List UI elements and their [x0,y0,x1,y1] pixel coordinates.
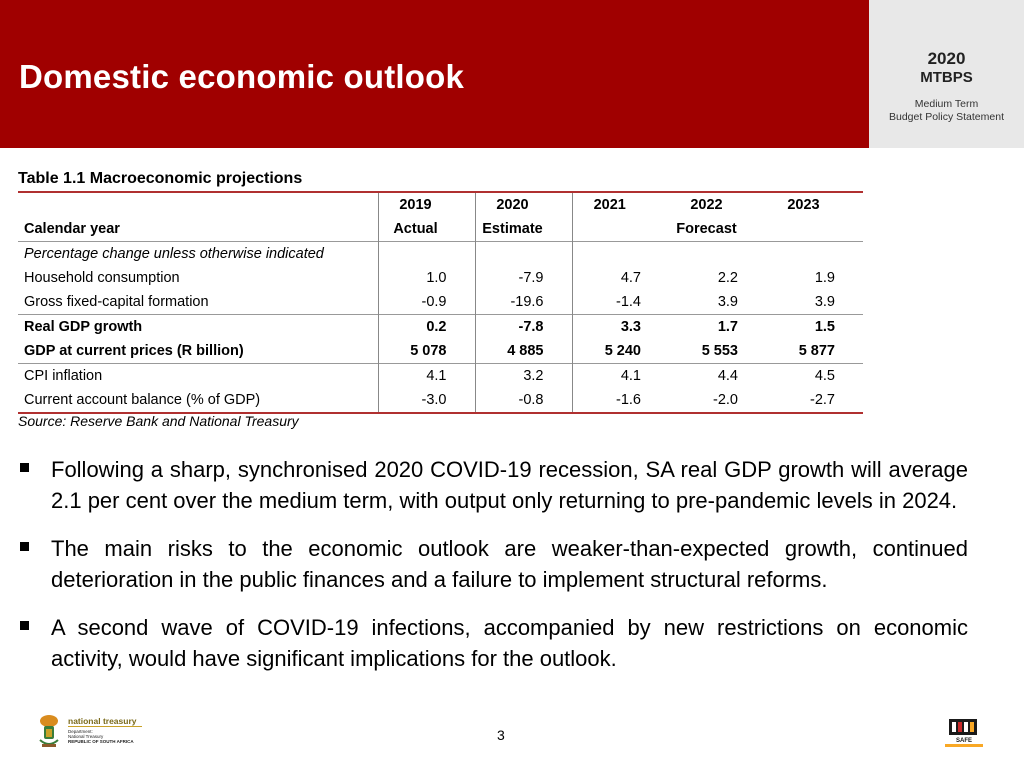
cell-value: 4.7 [620,270,641,287]
cell-value: 1.0 [378,266,476,291]
cell-value: 1.5 [766,314,863,340]
table-row: Household consumption 1.0 -7.9 4.7 2.2 1… [18,266,863,291]
cell-value: -3.0 [378,388,476,415]
actual-label: Actual [378,217,476,242]
header-row-types: Calendar year Actual Estimate Forecast [18,217,863,242]
header-cell-empty [18,191,379,217]
year-2019: 2019 [378,191,476,217]
badge-year: 2020 [927,49,966,68]
cell-value: 4.5 [766,363,863,389]
table-source: Source: Reserve Bank and National Treasu… [18,413,299,429]
logo-line2: National Treasury [68,734,104,739]
table-row: Gross fixed-capital formation -0.9 -19.6… [18,290,863,315]
row-label: Real GDP growth [18,314,379,340]
table-row: GDP at current prices (R billion) 5 078 … [18,339,863,364]
cell-value: -1.4 [616,294,641,311]
mtbps-badge: 2020 MTBPS Medium Term Budget Policy Sta… [869,0,1024,148]
cell-value: 3.9 [717,294,738,311]
cell-value: 5 240 [604,343,641,360]
cell-value: -0.9 [378,290,476,315]
cell-value: 5 553 [701,343,738,360]
bullet-item: A second wave of COVID-19 infections, ac… [18,612,968,674]
national-treasury-logo: national treasury Department: National T… [39,715,142,747]
stay-safe-icon [945,719,983,747]
header-cell-empty [572,217,669,242]
calendar-year-label: Calendar year [18,217,379,242]
header-row-years: 2019 2020 2021 2022 2023 [18,191,863,217]
bullet-square-icon [20,621,29,630]
stay-safe-label: SAFE [956,738,972,744]
cell-value: 1.9 [814,270,835,287]
logo-line1: Department: [68,729,93,734]
logo-line3: REPUBLIC OF SOUTH AFRICA [68,739,134,744]
cell-value: 4.1 [572,363,669,389]
badge-subtitle-line1: Medium Term [914,98,979,110]
cell-value: 0.2 [378,314,476,340]
cell-value: 5 078 [378,339,476,364]
cell-value: 3.3 [572,314,669,340]
bullet-text: The main risks to the economic outlook a… [51,536,968,592]
note-row: Percentage change unless otherwise indic… [18,241,863,266]
cell-value: -1.6 [572,388,669,415]
bullet-square-icon [20,463,29,472]
projections-table: 2019 2020 2021 2022 2023 Calendar year A… [18,191,863,415]
bullet-item: The main risks to the economic outlook a… [18,533,968,595]
badge-subtitle-line2: Budget Policy Statement [889,111,1004,123]
cell-value: 1.7 [669,314,766,340]
cell-value: 4.4 [669,363,766,389]
row-label: GDP at current prices (R billion) [18,339,379,364]
row-label: Household consumption [18,266,379,291]
cell-value: -0.8 [475,388,573,415]
page-title: Domestic economic outlook [19,58,465,95]
logo-name: national treasury [68,716,137,726]
cell-value: 3.9 [814,294,835,311]
table-note: Percentage change unless otherwise indic… [18,241,379,266]
stay-safe-logo: SAFE [945,719,983,747]
forecast-label: Forecast [676,221,737,237]
row-label: CPI inflation [18,363,379,389]
cell-value: 5 877 [798,343,835,360]
row-label: Current account balance (% of GDP) [18,388,379,415]
table-row: Current account balance (% of GDP) -3.0 … [18,388,863,415]
coat-of-arms-icon [39,715,59,747]
bullet-list: Following a sharp, synchronised 2020 COV… [18,454,968,691]
page-number: 3 [497,727,505,743]
cell-value: -2.0 [669,388,766,415]
year-2020: 2020 [475,191,573,217]
bullet-square-icon [20,542,29,551]
bullet-item: Following a sharp, synchronised 2020 COV… [18,454,968,516]
table-row: Real GDP growth 0.2 -7.8 3.3 1.7 1.5 [18,314,863,340]
row-label: Gross fixed-capital formation [18,290,379,315]
cell-value: 4.1 [378,363,476,389]
estimate-label: Estimate [475,217,573,242]
cell-value: 4 885 [475,339,573,364]
table-row: CPI inflation 4.1 3.2 4.1 4.4 4.5 [18,363,863,389]
cell-value: -2.7 [766,388,863,415]
cell-value: -19.6 [475,290,573,315]
cell-value: 2.2 [717,270,738,287]
year-2023: 2023 [766,191,863,217]
year-2022: 2022 [669,191,766,217]
cell-value: -7.8 [475,314,573,340]
header-bar [0,0,869,148]
bullet-text: Following a sharp, synchronised 2020 COV… [51,457,968,513]
header-cell-empty [766,217,863,242]
year-2021: 2021 [572,191,669,217]
badge-subtitle: Medium Term Budget Policy Statement [869,98,1024,124]
table-title: Table 1.1 Macroeconomic projections [18,170,303,187]
badge-abbr: MTBPS [920,69,973,86]
cell-value: 3.2 [475,363,573,389]
cell-value: -7.9 [475,266,573,291]
bullet-text: A second wave of COVID-19 infections, ac… [51,615,968,671]
